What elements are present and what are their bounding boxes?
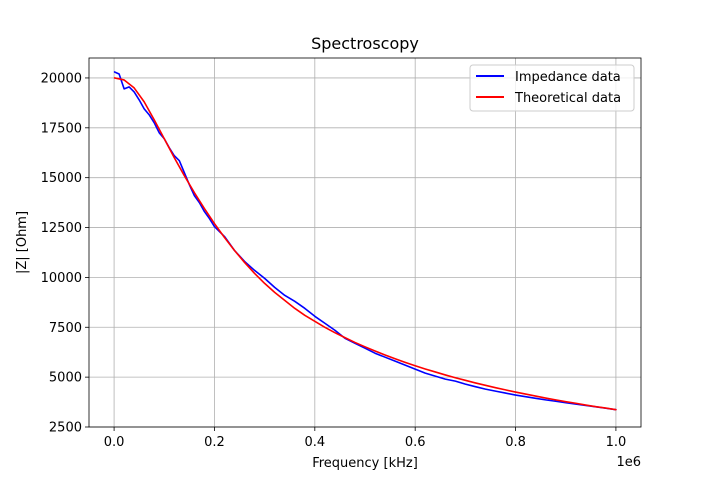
chart-title: Spectroscopy <box>311 34 419 53</box>
legend-label-theoretical: Theoretical data <box>514 91 621 106</box>
legend-label-impedance: Impedance data <box>515 70 621 85</box>
x-axis-offset-label: 1e6 <box>616 455 641 470</box>
y-tick-label: 2500 <box>49 421 82 436</box>
y-tick-label: 12500 <box>41 221 82 236</box>
y-axis-label: |Z| [Ohm] <box>15 211 30 274</box>
x-tick-label: 0.6 <box>405 435 426 450</box>
y-tick-label: 7500 <box>49 321 82 336</box>
x-tick-label: 0.2 <box>204 435 225 450</box>
y-tick-label: 10000 <box>41 271 82 286</box>
x-tick-label: 0.8 <box>505 435 526 450</box>
legend: Impedance data Theoretical data <box>469 64 635 112</box>
x-tick-label: 1.0 <box>606 435 627 450</box>
series-line-theoretical <box>113 77 617 411</box>
y-tick-label: 17500 <box>41 121 82 136</box>
series-lines <box>113 71 617 411</box>
axis-ticks: 0.0 0.2 0.4 0.6 0.8 1.0 2500 5000 7500 10000 12500… <box>41 71 627 450</box>
plot-area <box>88 57 642 428</box>
y-tick-label: 15000 <box>41 171 82 186</box>
y-tick-label: 5000 <box>49 371 82 386</box>
x-tick-label: 0.0 <box>104 435 125 450</box>
x-tick-label: 0.4 <box>304 435 325 450</box>
legend-box <box>469 64 635 112</box>
x-axis-label: Frequency [kHz] <box>312 456 418 471</box>
y-tick-label: 20000 <box>41 71 82 86</box>
grid-lines <box>89 58 641 428</box>
